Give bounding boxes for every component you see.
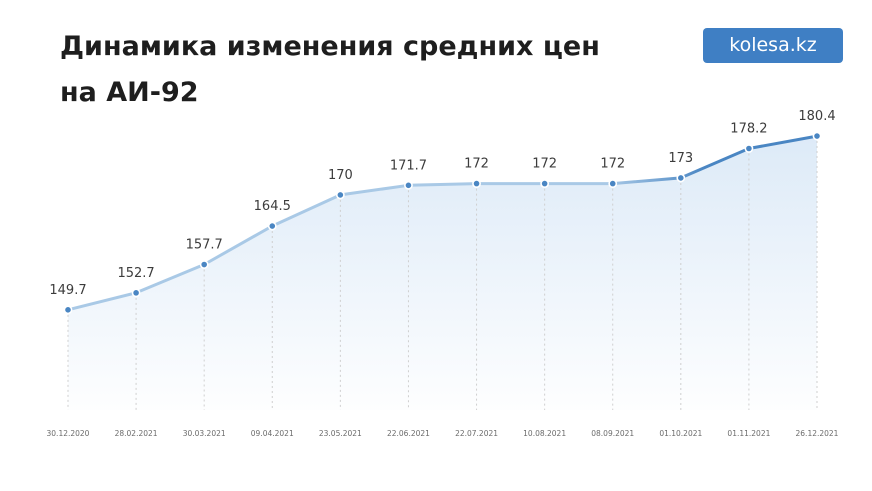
series-line xyxy=(66,134,819,312)
data-point-6 xyxy=(472,179,481,188)
x-tick-label-5: 22.06.2021 xyxy=(387,429,430,438)
data-point-5 xyxy=(404,180,413,190)
data-label-2: 157.7 xyxy=(186,238,223,253)
chart-title-line-1: Динамика изменения средних цен xyxy=(60,31,600,62)
data-label-11: 180.4 xyxy=(798,109,835,124)
data-point-11 xyxy=(812,131,822,141)
data-label-0: 149.7 xyxy=(49,283,86,298)
x-tick-label-3: 09.04.2021 xyxy=(251,429,294,438)
x-tick-label-8: 08.09.2021 xyxy=(591,429,634,438)
x-tick-label-7: 10.08.2021 xyxy=(523,429,566,438)
data-label-3: 164.5 xyxy=(254,199,291,214)
data-point-7 xyxy=(540,179,550,188)
x-tick-label-1: 28.02.2021 xyxy=(115,429,158,438)
data-point-9 xyxy=(676,173,686,183)
x-tick-label-11: 26.12.2021 xyxy=(796,429,839,438)
x-tick-label-2: 30.03.2021 xyxy=(183,429,226,438)
chart-title-line-2: на АИ-92 xyxy=(60,77,199,108)
chart-title: Динамика изменения средних цен на АИ-92 xyxy=(60,24,640,116)
data-point-8 xyxy=(608,179,618,188)
data-label-4: 170 xyxy=(328,168,353,183)
data-label-1: 152.7 xyxy=(117,266,154,281)
x-tick-label-10: 01.11.2021 xyxy=(727,429,770,438)
kolesa-brand-badge: kolesa.kz xyxy=(703,28,843,63)
data-point-1 xyxy=(131,288,141,298)
x-tick-label-9: 01.10.2021 xyxy=(659,429,702,438)
data-point-4 xyxy=(335,190,345,200)
data-point-10 xyxy=(744,144,754,153)
x-tick-label-4: 23.05.2021 xyxy=(319,429,362,438)
data-label-7: 172 xyxy=(532,157,557,172)
data-label-8: 172 xyxy=(600,157,625,172)
x-tick-label-6: 22.07.2021 xyxy=(455,429,498,438)
data-label-9: 173 xyxy=(668,151,693,166)
data-label-10: 178.2 xyxy=(730,122,767,137)
data-point-2 xyxy=(199,260,209,269)
x-tick-label-0: 30.12.2020 xyxy=(47,429,90,438)
data-label-5: 171.7 xyxy=(390,158,427,173)
data-label-6: 172 xyxy=(464,157,489,172)
data-point-0 xyxy=(63,305,73,315)
data-point-3 xyxy=(267,221,277,231)
area-fill xyxy=(68,136,817,410)
